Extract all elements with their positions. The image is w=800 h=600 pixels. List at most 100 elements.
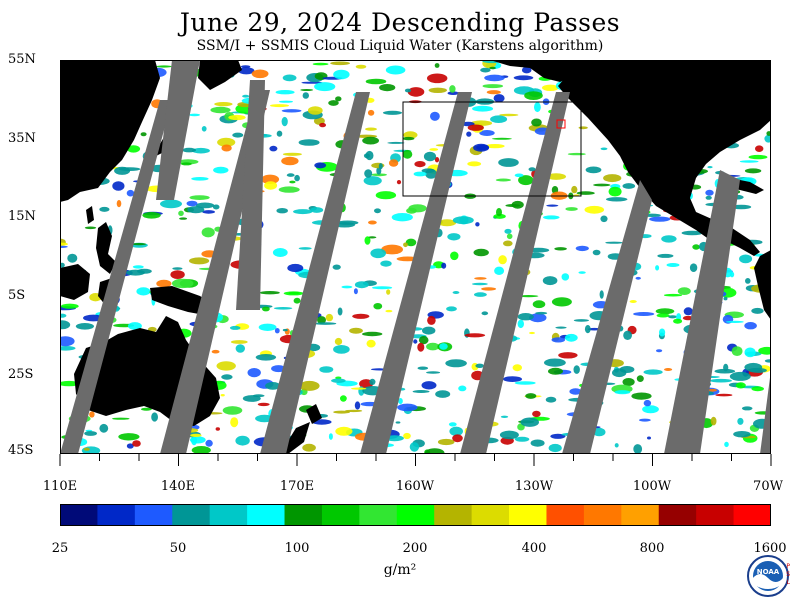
cloud-patch [310,207,324,213]
cloud-patch [402,136,415,141]
cloud-liquid-water-map [60,60,771,454]
cloud-patch [307,106,323,115]
cloud-patch [481,287,497,291]
cloud-patch [75,323,94,330]
cloud-patch [514,173,524,178]
cloud-patch [439,343,448,350]
cloud-patch [270,104,289,108]
cloud-patch [414,161,426,168]
colorbar-swatch [209,504,248,526]
cloud-patch [369,378,376,385]
cloud-patch [445,359,467,368]
cloud-patch [340,395,347,402]
cloud-patch [511,200,524,209]
cloud-patch [281,156,299,166]
cloud-patch [427,315,436,325]
cloud-patch [355,64,367,69]
cloud-patch [405,238,417,247]
cloud-patch [221,144,232,152]
land-kamchatka [198,60,242,90]
cloud-patch [363,153,370,159]
cloud-patch [520,417,539,427]
cloud-patch [643,399,652,407]
cloud-patch [642,405,659,414]
cloud-patch [380,260,392,267]
cloud-patch [649,216,671,222]
cloud-patch [564,333,578,342]
cloud-patch [60,336,75,347]
cloud-patch [764,359,771,363]
cloud-patch [172,267,183,270]
cloud-patch [170,270,185,279]
cloud-patch [334,337,343,346]
cloud-patch [337,220,359,225]
svg-text:S: S [786,571,790,578]
cloud-patch [546,173,566,180]
cloud-patch [89,411,95,418]
cloud-patch [216,361,236,371]
cloud-patch [551,297,572,307]
cloud-patch [619,366,635,373]
cloud-patch [472,282,488,286]
cloud-patch [744,362,763,372]
cloud-patch [474,292,487,297]
cloud-patch [345,409,363,413]
cloud-patch [661,235,677,243]
land-south-america [754,250,771,320]
cloud-patch [668,315,677,319]
cloud-patch [314,82,336,92]
lat-label-45s: 45S [8,443,34,458]
cloud-patch [371,173,387,177]
colorbar-swatch [97,504,136,526]
cloud-patch [187,206,205,214]
cloud-patch [335,426,353,436]
colorbar-swatch [658,504,697,526]
cloud-patch [60,245,68,248]
cloud-patch [655,308,675,315]
cloud-patch [191,147,210,154]
cloud-patch [258,323,277,331]
cloud-patch [403,432,411,440]
cloud-patch [683,307,693,316]
cloud-patch [319,122,326,128]
cloud-patch [189,257,210,265]
cloud-patch [328,433,333,440]
cloud-patch [140,132,147,137]
cloud-patch [408,204,427,213]
cloud-patch [543,215,560,220]
cloud-patch [655,265,660,271]
cloud-patch [332,264,341,270]
cloud-patch [530,439,545,447]
cloud-patch [132,440,141,447]
colorbar-label-1600: 1600 [753,541,787,556]
cloud-patch [428,87,447,93]
cloud-patch [189,433,202,437]
cloud-patch [201,227,215,238]
cloud-patch [452,216,474,225]
cloud-patch [535,311,548,315]
cloud-patch [629,300,637,303]
cloud-patch [331,378,346,383]
cloud-patch [643,369,663,375]
cloud-patch [500,415,509,418]
lon-label-170e: 170E [279,479,315,494]
cloud-patch [317,316,326,324]
cloud-patch [479,130,495,136]
cloud-patch [351,387,367,390]
cloud-patch [739,254,753,264]
cloud-patch [189,195,210,201]
cloud-patch [182,147,196,153]
cloud-patch [299,380,320,391]
cloud-patch [217,137,236,147]
cloud-patch [293,297,301,304]
cloud-patch [491,137,512,140]
cloud-patch [132,265,144,269]
cloud-patch [116,200,122,208]
map-frame [60,60,771,454]
cloud-patch [578,126,588,130]
colorbar-swatch [621,504,660,526]
cloud-patch [300,89,314,91]
cloud-patch [333,345,350,354]
cloud-patch [725,320,744,323]
cloud-patch [60,303,79,309]
